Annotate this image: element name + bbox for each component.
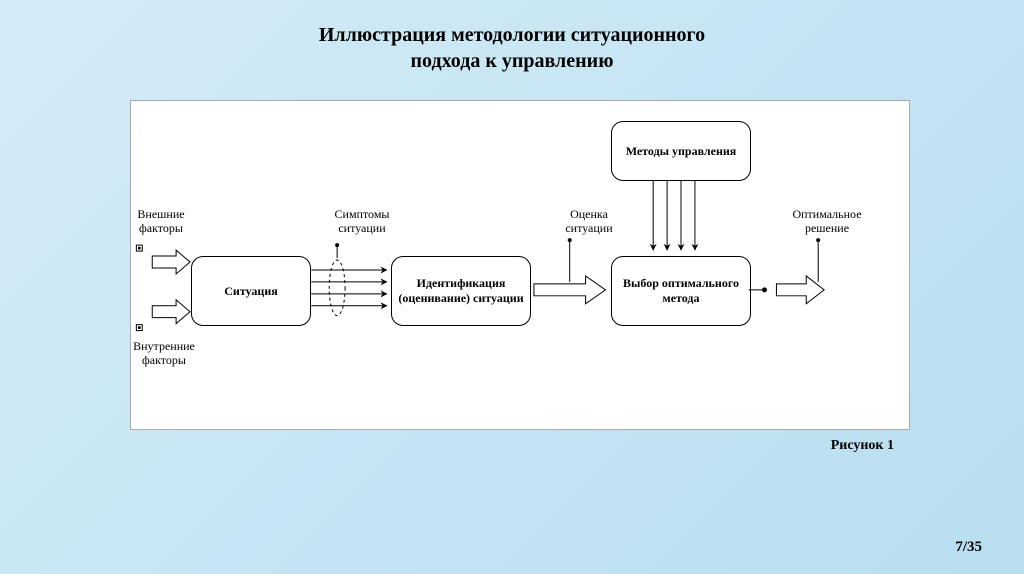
label-symptoms: Симптомы ситуации [317,207,407,236]
label-int-factors: Внутренние факторы [119,339,209,368]
node-methods-label: Методы управления [626,144,737,159]
label-assessment: Оценка ситуации [549,207,629,236]
node-methods: Методы управления [611,121,751,181]
title-line2: подхода к управлению [411,50,614,72]
title-line1: Иллюстрация методологии ситуационного [319,24,705,46]
node-situation-label: Ситуация [224,284,277,299]
label-ext-factors: Внешние факторы [121,207,201,236]
figure-caption: Рисунок 1 [831,438,894,454]
node-situation: Ситуация [191,256,311,326]
node-select-label: Выбор оптимального метода [616,276,746,306]
page-number: 7/35 [955,539,982,556]
node-select: Выбор оптимального метода [611,256,751,326]
diagram-canvas: Ситуация Идентификация (оценивание) ситу… [130,100,910,430]
label-optimal: Оптимальное решение [777,207,877,236]
node-identify-label: Идентификация (оценивание) ситуации [396,276,526,306]
node-identify: Идентификация (оценивание) ситуации [391,256,531,326]
